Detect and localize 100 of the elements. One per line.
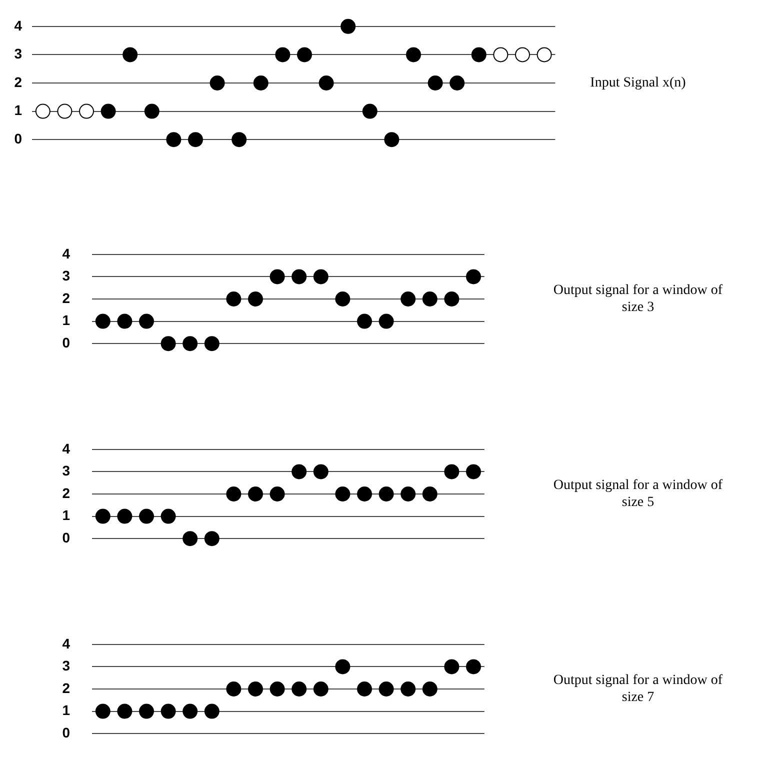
point — [166, 132, 182, 148]
y-tick-label: 3 — [14, 46, 22, 62]
y-tick-label: 4 — [62, 245, 70, 262]
point — [357, 682, 372, 696]
text: Output signal for a window of size 5 — [553, 478, 723, 510]
y-tick-label: 2 — [62, 484, 70, 501]
point — [95, 314, 110, 329]
point — [378, 314, 394, 329]
point — [292, 464, 307, 480]
point — [275, 47, 290, 62]
y-tick-label: 0 — [62, 334, 70, 350]
point — [378, 486, 394, 502]
text: Input Signal x(n) — [590, 76, 686, 91]
point — [182, 531, 198, 546]
point — [292, 682, 307, 696]
y-tick-label: 1 — [14, 102, 22, 118]
point — [270, 269, 285, 284]
point — [210, 76, 225, 90]
point — [188, 132, 203, 148]
point — [384, 132, 400, 148]
point — [400, 682, 416, 696]
y-tick-label: 4 — [62, 440, 70, 456]
point — [493, 47, 508, 62]
point — [122, 47, 138, 62]
point — [270, 486, 285, 502]
point — [182, 336, 198, 352]
point — [226, 292, 242, 306]
point — [117, 704, 132, 719]
y-tick-label: 1 — [62, 312, 70, 328]
point — [117, 314, 132, 329]
point — [444, 292, 460, 306]
point — [182, 704, 198, 719]
point — [313, 682, 328, 696]
point — [57, 104, 72, 119]
point — [139, 508, 154, 524]
y-tick-label: 0 — [14, 130, 22, 146]
point — [226, 486, 242, 502]
point — [139, 314, 154, 329]
point — [444, 464, 460, 480]
point — [471, 47, 486, 62]
y-tick-label: 2 — [62, 290, 70, 306]
point — [400, 292, 416, 306]
point — [466, 659, 481, 674]
point — [100, 104, 116, 119]
y-tick-label: 3 — [62, 658, 70, 674]
point — [357, 314, 372, 329]
point — [422, 292, 438, 306]
point — [335, 292, 350, 306]
point — [253, 76, 268, 90]
text: Output signal for a window of size 7 — [553, 673, 723, 706]
text: Output signal for a window of size 3 — [553, 283, 723, 316]
point — [313, 464, 328, 480]
y-tick-label: 2 — [62, 680, 70, 696]
point — [406, 47, 421, 62]
y-tick-label: 4 — [62, 635, 70, 652]
point — [422, 486, 438, 502]
y-tick-label: 0 — [62, 724, 70, 740]
point — [536, 47, 552, 62]
point — [248, 486, 263, 502]
point — [270, 682, 285, 696]
point — [232, 132, 247, 148]
point — [204, 531, 220, 546]
point — [160, 704, 176, 719]
point — [400, 486, 416, 502]
point — [318, 76, 334, 90]
point — [160, 508, 176, 524]
y-tick-label: 1 — [62, 507, 70, 524]
point — [79, 104, 94, 119]
point — [292, 269, 307, 284]
point — [428, 76, 443, 90]
y-tick-label: 3 — [62, 462, 70, 479]
y-tick-label: 0 — [62, 529, 70, 546]
point — [204, 336, 220, 352]
point — [248, 292, 263, 306]
y-tick-label: 4 — [14, 17, 22, 34]
point — [515, 47, 530, 62]
point — [313, 269, 328, 284]
point — [466, 269, 481, 284]
point — [117, 508, 132, 524]
point — [297, 47, 312, 62]
y-tick-label: 1 — [62, 702, 70, 718]
point — [362, 104, 378, 119]
y-tick-label: 3 — [62, 268, 70, 284]
point — [160, 336, 176, 352]
point — [357, 486, 372, 502]
point — [144, 104, 160, 119]
point — [340, 18, 356, 34]
point — [422, 682, 438, 696]
point — [35, 104, 50, 119]
point — [248, 682, 263, 696]
point — [95, 508, 110, 524]
point — [450, 76, 465, 90]
point — [444, 659, 460, 674]
point — [204, 704, 220, 719]
point — [466, 464, 481, 480]
point — [335, 659, 350, 674]
point — [95, 704, 110, 719]
point — [226, 682, 242, 696]
point — [139, 704, 154, 719]
y-tick-label: 2 — [14, 74, 22, 90]
